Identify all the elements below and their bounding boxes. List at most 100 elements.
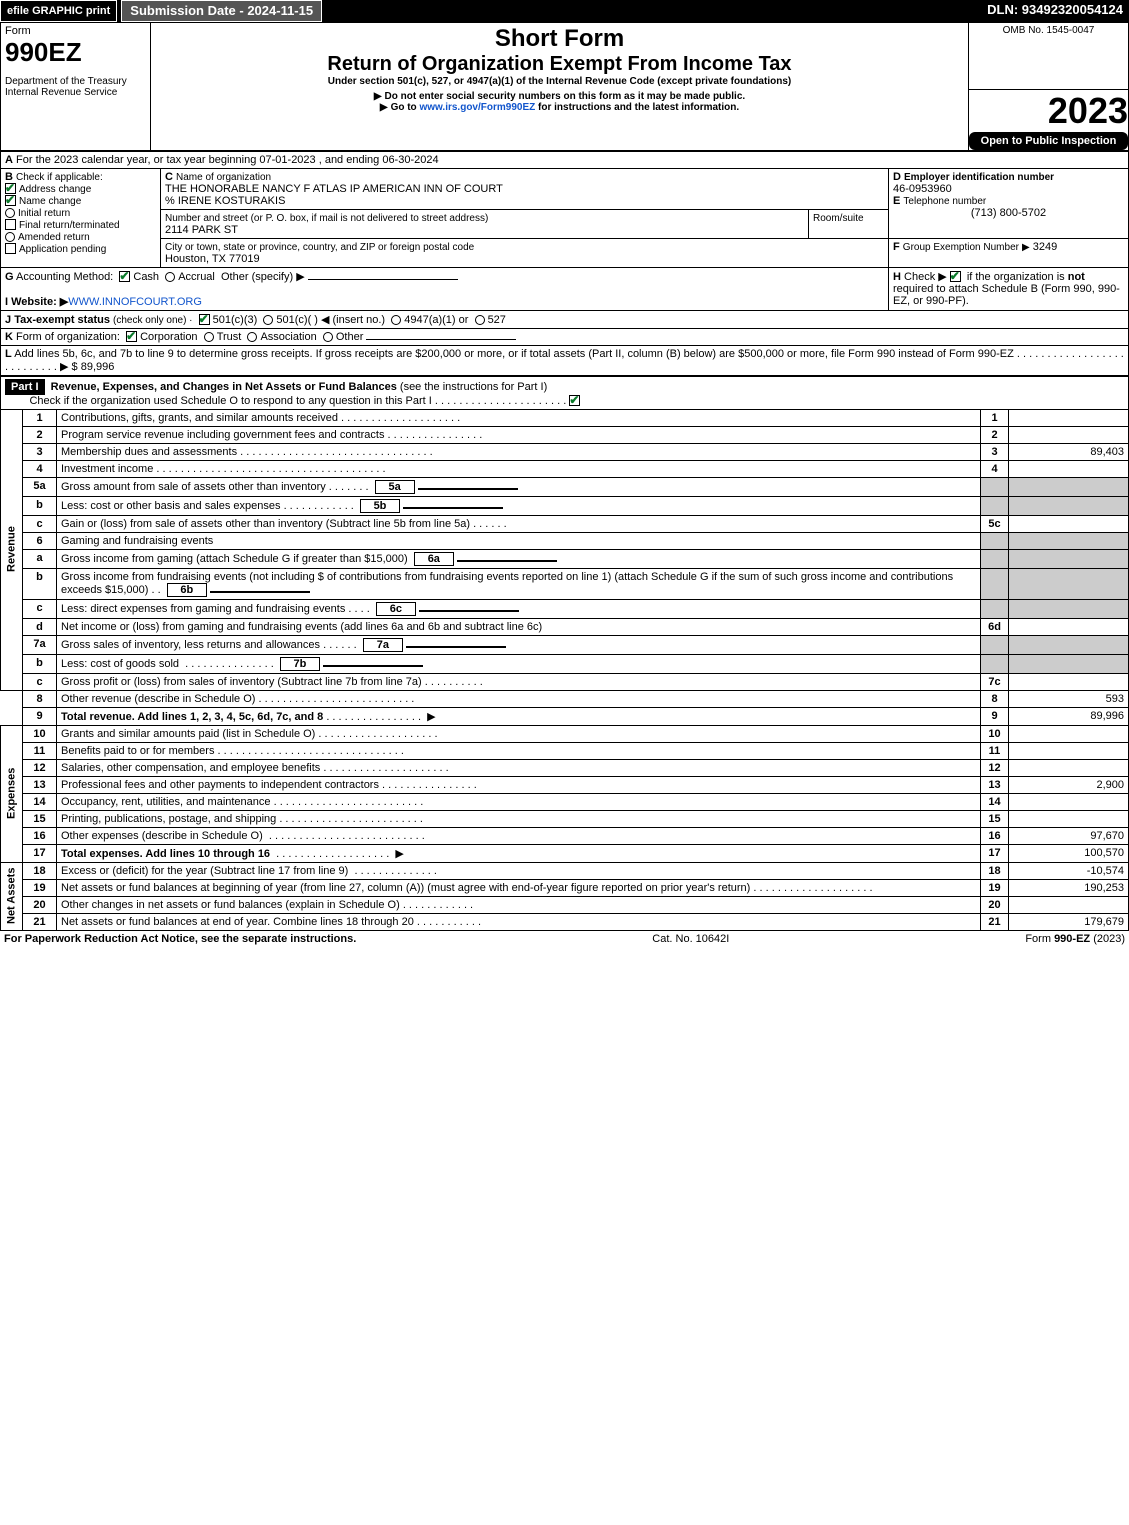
line-val: 89,996	[1009, 707, 1129, 725]
line-col-shade	[981, 477, 1009, 496]
inner-label: 5a	[375, 480, 415, 494]
radio-other[interactable]	[323, 332, 333, 342]
radio-527[interactable]	[475, 315, 485, 325]
b-item-2: Initial return	[18, 208, 70, 219]
main-title: Return of Organization Exempt From Incom…	[155, 53, 964, 76]
irs-link[interactable]: www.irs.gov/Form990EZ	[419, 102, 535, 113]
footer-right: 990-EZ	[1054, 933, 1090, 945]
radio-initial-return[interactable]	[5, 208, 15, 218]
line-col: 6d	[981, 618, 1009, 635]
radio-4947[interactable]	[391, 315, 401, 325]
line-text: Professional fees and other payments to …	[61, 779, 379, 791]
line-col: 14	[981, 793, 1009, 810]
checkbox-cash[interactable]	[119, 271, 130, 282]
ein-value: 46-0953960	[893, 183, 952, 195]
line-text: Membership dues and assessments	[61, 446, 237, 458]
website-link[interactable]: WWW.INNOFCOURT.ORG	[68, 296, 202, 308]
part1-check-line: Check if the organization used Schedule …	[29, 395, 431, 407]
line-num: d	[23, 618, 57, 635]
expenses-vlabel: Expenses	[1, 725, 23, 862]
checkbox-schedule-o[interactable]	[569, 395, 580, 406]
inner-label: 6b	[167, 583, 207, 597]
line-num: 18	[23, 862, 57, 879]
netassets-vlabel: Net Assets	[1, 862, 23, 930]
k-item-3: Other	[336, 331, 364, 343]
line-text: Investment income	[61, 463, 153, 475]
line-val: 100,570	[1009, 844, 1129, 862]
line-text: Net assets or fund balances at end of ye…	[61, 916, 414, 928]
line-num: 19	[23, 879, 57, 896]
line-num: 16	[23, 827, 57, 844]
line-num: 13	[23, 776, 57, 793]
line-val	[1009, 515, 1129, 532]
checkbox-application-pending[interactable]	[5, 243, 16, 254]
other-specify-input[interactable]	[308, 279, 458, 280]
inner-value	[406, 646, 506, 648]
arrow-icon	[380, 102, 391, 113]
j-501c3: 501(c)(3)	[213, 314, 258, 326]
inner-label: 7a	[363, 638, 403, 652]
checkbox-final-return[interactable]	[5, 219, 16, 230]
line-num: c	[23, 599, 57, 618]
j-501c: 501(c)( ) ◀ (insert no.)	[276, 314, 385, 326]
part1-title: Revenue, Expenses, and Changes in Net As…	[51, 381, 397, 393]
form-header-table: Form 990EZ Department of the Treasury In…	[0, 22, 1129, 151]
inner-value	[403, 507, 503, 509]
street-value: 2114 PARK ST	[165, 224, 238, 236]
radio-accrual[interactable]	[165, 272, 175, 282]
radio-trust[interactable]	[204, 332, 214, 342]
line-text: Gain or (loss) from sale of assets other…	[61, 518, 470, 530]
l-text: Add lines 5b, 6c, and 7b to line 9 to de…	[14, 348, 1014, 360]
efile-print-button[interactable]: efile GRAPHIC print	[0, 0, 117, 22]
line-col: 10	[981, 725, 1009, 742]
line-num: 17	[23, 844, 57, 862]
line-val	[1009, 793, 1129, 810]
line-num: b	[23, 654, 57, 673]
line-text: Less: direct expenses from gaming and fu…	[61, 603, 345, 615]
short-form-title: Short Form	[155, 25, 964, 53]
radio-association[interactable]	[247, 332, 257, 342]
line-num: c	[23, 515, 57, 532]
line-num: 7a	[23, 635, 57, 654]
line-text: Net assets or fund balances at beginning…	[61, 882, 750, 894]
line-text: Program service revenue including govern…	[61, 429, 384, 441]
line-val: 89,403	[1009, 443, 1129, 460]
checkbox-name-change[interactable]	[5, 195, 16, 206]
line-col: 7c	[981, 673, 1009, 690]
line-text: Less: cost or other basis and sales expe…	[61, 500, 281, 512]
j-label: Tax-exempt status	[14, 314, 110, 326]
g-accrual: Accrual	[178, 271, 215, 283]
b-item-0: Address change	[19, 184, 91, 195]
phone-value: (713) 800-5702	[893, 207, 1124, 219]
line-col: 2	[981, 426, 1009, 443]
line-text: Other changes in net assets or fund bala…	[61, 899, 400, 911]
b-item-5: Application pending	[19, 244, 106, 255]
line-num: c	[23, 673, 57, 690]
identity-table: A For the 2023 calendar year, or tax yea…	[0, 151, 1129, 376]
line-text: Less: cost of goods sold	[61, 658, 179, 670]
line-text: Other expenses (describe in Schedule O)	[61, 830, 263, 842]
line-num: 1	[23, 409, 57, 426]
line-num: 9	[23, 707, 57, 725]
line-val: 2,900	[1009, 776, 1129, 793]
inner-label: 7b	[280, 657, 320, 671]
checkbox-h[interactable]	[950, 271, 961, 282]
checkbox-corporation[interactable]	[126, 331, 137, 342]
checkbox-501c3[interactable]	[199, 314, 210, 325]
k-other-input[interactable]	[366, 339, 516, 340]
omb-number: OMB No. 1545-0047	[973, 25, 1124, 36]
tax-year: 2023	[969, 90, 1128, 132]
line-val	[1009, 742, 1129, 759]
j-4947: 4947(a)(1) or	[404, 314, 468, 326]
line-col: 21	[981, 913, 1009, 930]
line-text: Printing, publications, postage, and shi…	[61, 813, 276, 825]
dln-label: DLN: 93492320054124	[981, 0, 1129, 22]
radio-501c[interactable]	[263, 315, 273, 325]
line-col: 18	[981, 862, 1009, 879]
b-item-4: Amended return	[18, 232, 90, 243]
k-item-1: Trust	[217, 331, 242, 343]
line-val	[1009, 725, 1129, 742]
line-col: 16	[981, 827, 1009, 844]
radio-amended-return[interactable]	[5, 232, 15, 242]
l-value: $ 89,996	[72, 361, 115, 373]
